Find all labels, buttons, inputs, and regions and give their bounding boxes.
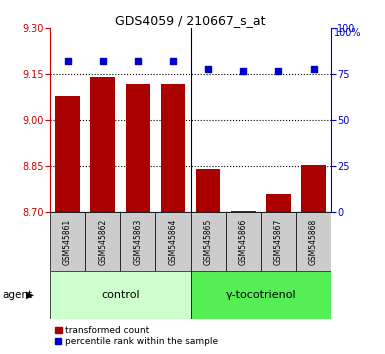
Text: γ-tocotrienol: γ-tocotrienol: [226, 290, 296, 300]
Bar: [156, 212, 191, 271]
Text: GSM545868: GSM545868: [309, 218, 318, 265]
Bar: [296, 212, 331, 271]
Text: agent: agent: [2, 290, 32, 300]
Point: [310, 66, 316, 72]
Point: [240, 68, 246, 74]
Text: GSM545862: GSM545862: [98, 218, 107, 265]
Text: GSM545863: GSM545863: [133, 218, 142, 265]
Text: GSM545867: GSM545867: [274, 218, 283, 265]
Text: 100%: 100%: [334, 28, 362, 38]
Point: [135, 59, 141, 64]
Bar: [266, 194, 291, 212]
Text: GSM545861: GSM545861: [63, 218, 72, 265]
Bar: [196, 170, 221, 212]
Bar: [90, 78, 115, 212]
Bar: [261, 212, 296, 271]
Bar: [126, 84, 150, 212]
Legend: transformed count, percentile rank within the sample: transformed count, percentile rank withi…: [55, 326, 219, 346]
Point: [170, 59, 176, 64]
Bar: [231, 211, 256, 212]
Bar: [226, 212, 261, 271]
Bar: [85, 212, 120, 271]
Point: [65, 59, 71, 64]
Point: [275, 68, 281, 74]
Point: [205, 66, 211, 72]
Text: GSM545865: GSM545865: [204, 218, 213, 265]
Text: control: control: [101, 290, 140, 300]
Bar: [191, 212, 226, 271]
Text: GSM545864: GSM545864: [169, 218, 177, 265]
Bar: [191, 271, 331, 319]
Point: [100, 59, 106, 64]
Bar: [121, 212, 156, 271]
Bar: [50, 271, 191, 319]
Text: ▶: ▶: [26, 290, 34, 300]
Bar: [55, 96, 80, 212]
Bar: [50, 212, 85, 271]
Bar: [161, 84, 185, 212]
Text: GSM545866: GSM545866: [239, 218, 248, 265]
Bar: [301, 165, 326, 212]
Title: GDS4059 / 210667_s_at: GDS4059 / 210667_s_at: [116, 14, 266, 27]
